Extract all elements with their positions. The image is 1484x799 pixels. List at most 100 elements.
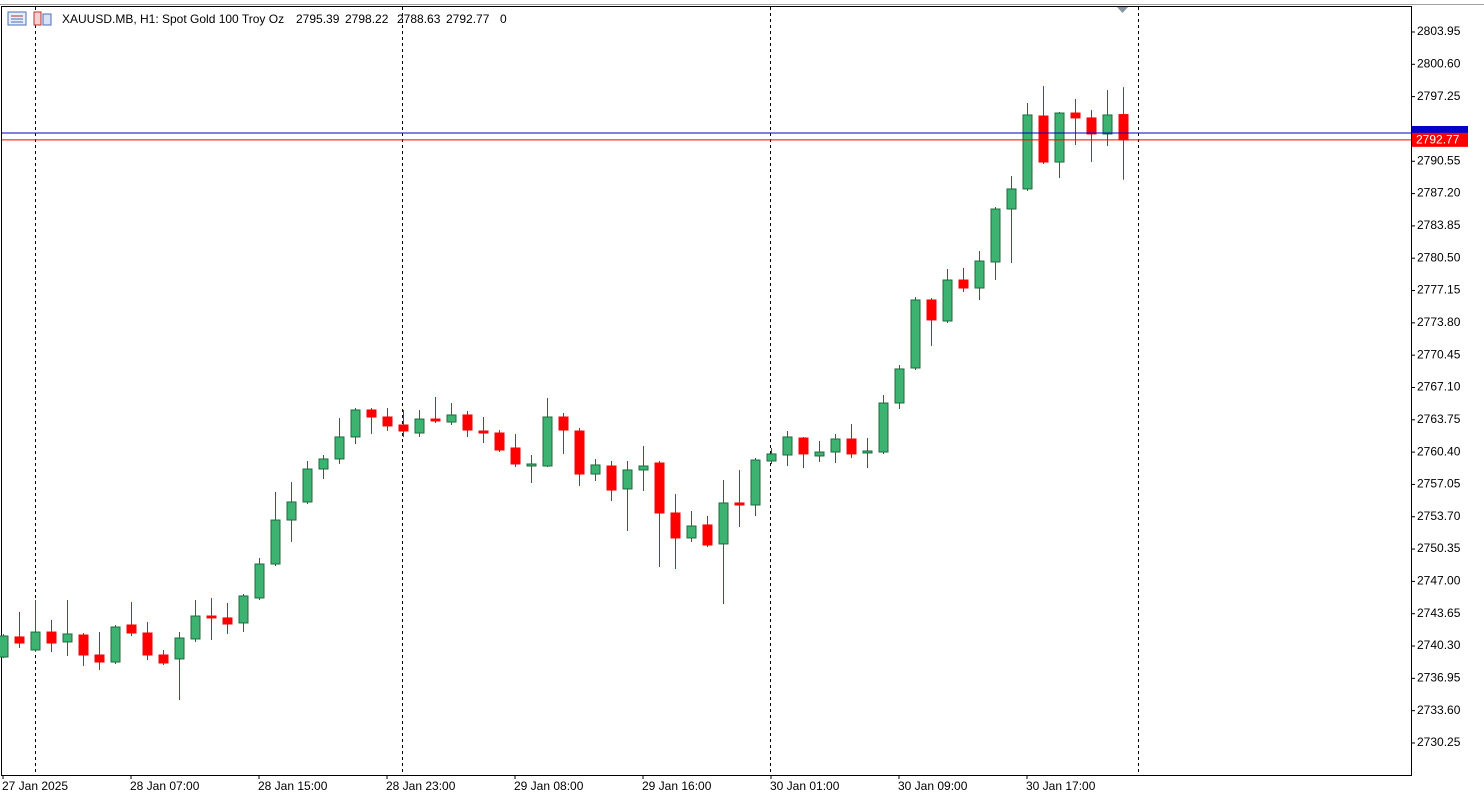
candle-body [1118,114,1129,141]
candle-body [686,525,697,539]
x-tick-label: 30 Jan 09:00 [898,779,968,793]
candle-body [1102,114,1113,135]
candle-body [750,459,761,506]
x-tick-label: 30 Jan 17:00 [1026,779,1096,793]
y-tick-label: 2743.65 [1417,606,1461,620]
candle-body [1006,188,1017,210]
candle-body [0,635,9,658]
header-icons [7,11,52,26]
y-tick-label: 2733.60 [1417,703,1461,717]
period-separators [35,7,1139,775]
candle-body [78,634,89,656]
header-value: 0 [500,12,507,26]
candle-body [318,458,329,470]
x-tick-label: 29 Jan 16:00 [642,779,712,793]
candle-body [334,436,345,460]
candle-body [638,465,649,471]
candle-body [14,636,25,644]
candle-body [398,424,409,432]
y-tick-label: 2790.55 [1417,153,1461,167]
candle-body [1038,115,1049,163]
x-tick-label: 28 Jan 23:00 [386,779,456,793]
candle-body [942,279,953,322]
candle-body [718,502,729,545]
candle-body [590,464,601,475]
candle-body [654,462,665,514]
y-tick-label: 2750.35 [1417,541,1461,555]
candle-body [702,524,713,546]
y-tick-label: 2747.00 [1417,574,1461,588]
candle-body [814,451,825,457]
candles [0,86,1129,700]
header-high: 2798.22 [345,12,389,26]
y-tick-label: 2773.80 [1417,315,1461,329]
candle-body [798,437,809,455]
y-tick-label: 2770.45 [1417,347,1461,361]
y-tick-label: 2777.15 [1417,283,1461,297]
candle-body [446,414,457,423]
candle-body [1086,117,1097,135]
candle-body [478,430,489,434]
candle-body [494,432,505,451]
y-tick-label: 2740.30 [1417,638,1461,652]
plot-frame [1,6,1412,776]
candle-body [190,615,201,640]
candle-body [558,416,569,431]
candle-body [542,416,553,467]
candle-body [974,260,985,289]
y-tick-label: 2787.20 [1417,186,1461,200]
header-close: 2792.77 [446,12,490,26]
candle-body [1054,112,1065,163]
candle-body [110,626,121,663]
candle-body [846,438,857,455]
shift-marker [1117,7,1128,13]
y-tick-label: 2760.40 [1417,444,1461,458]
candle-body [862,450,873,454]
x-tick-label: 30 Jan 01:00 [770,779,840,793]
candle-body [574,430,585,475]
candle-body [366,409,377,418]
candle-body [622,469,633,490]
y-tick-label: 2736.95 [1417,671,1461,685]
candle-body [270,519,281,565]
candle-body [158,654,169,664]
candle-body [254,563,265,599]
candle-body [222,617,233,625]
y-tick-label: 2730.25 [1417,735,1461,749]
candle-body [910,299,921,369]
candle-body [302,468,313,503]
candle-body [766,453,777,462]
candle-body [94,654,105,663]
candle-body [926,299,937,321]
x-tick-label: 29 Jan 08:00 [514,779,584,793]
x-tick-label: 28 Jan 15:00 [258,779,328,793]
candle-body [62,633,73,643]
chart-title: XAUUSD.MB, H1: [62,12,159,26]
y-tick-label: 2783.85 [1417,218,1461,232]
candle-body [782,436,793,456]
candle-body [350,409,361,438]
candle-body [734,502,745,506]
candle-body [990,208,1001,263]
candle-body [430,418,441,422]
candle-body [238,595,249,624]
header-open: 2795.39 [296,12,340,26]
candle-body [142,632,153,656]
candle-body [510,447,521,465]
candle-body [526,463,537,467]
y-tick-label: 2763.75 [1417,412,1461,426]
candle-body [670,512,681,539]
header-low: 2788.63 [397,12,441,26]
x-tick-label: 28 Jan 07:00 [130,779,200,793]
last-price-label: 2792.77 [1416,133,1460,147]
chart-icon [42,13,52,26]
candle-body [894,368,905,404]
candle-body [382,416,393,427]
candle-body [1022,114,1033,190]
y-tick-label: 2797.25 [1417,89,1461,103]
candle-body [414,418,425,434]
candle-body [958,279,969,289]
candle-body [30,631,41,651]
